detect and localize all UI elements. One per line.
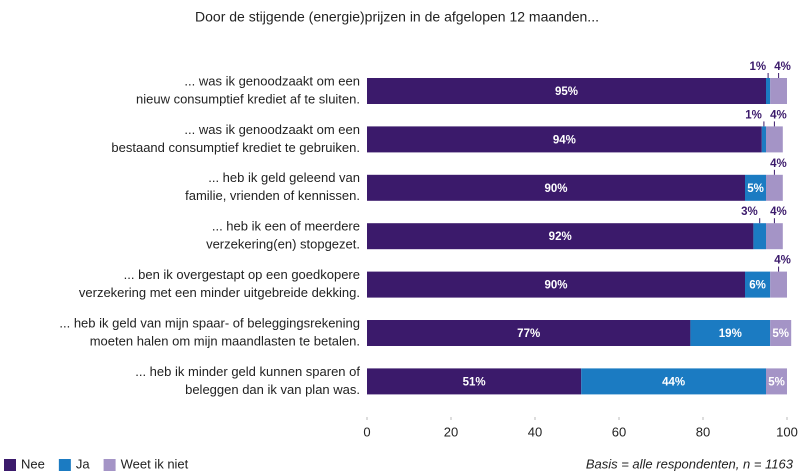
value-label: 77% [517,328,540,340]
bar-segment [766,368,787,395]
value-label: 5% [772,328,789,340]
value-label: 44% [662,376,685,388]
category-label: verzekering met een minder uitgebreide d… [79,285,360,300]
legend-label: Ja [76,456,91,471]
x-tick-label: 20 [444,424,458,439]
legend-label: Weet ik niet [121,456,189,471]
category-label: ... ben ik overgestapt op een goedkopere [124,267,360,282]
value-label: 4% [774,61,791,73]
bar-segment [367,223,754,250]
category-label: bestaand consumptief krediet te gebruike… [111,140,360,155]
value-label: 5% [768,376,785,388]
bar-segment [367,174,745,201]
category-label: verzekering(en) stopgezet. [206,237,360,252]
category-label: ... heb ik geld van mijn spaar- of beleg… [59,315,360,330]
value-label: 3% [741,206,758,218]
bar-segment [581,368,766,395]
x-tick-label: 100 [776,424,798,439]
bar-segment [690,320,771,346]
legend-swatch [103,459,116,471]
bar-segment [770,78,787,104]
bar-segment [770,271,787,298]
value-label: 90% [544,183,567,195]
bar-segment [367,271,745,298]
bar-segment [367,126,762,153]
category-label: ... heb ik een of meerdere [212,219,360,234]
value-label: 4% [770,158,787,170]
bar-segment [753,223,766,250]
x-tick-label: 0 [363,424,370,439]
bar-segment [766,174,783,201]
x-tick-label: 60 [612,424,626,439]
bar-segment [745,271,771,298]
bar-segment [761,126,766,153]
x-tick-label: 40 [528,424,542,439]
legend-label: Nee [21,456,45,471]
bar-segment [766,78,771,104]
category-label: ... heb ik minder geld kunnen sparen of [135,364,360,379]
category-label: nieuw consumptief krediet af te sluiten. [136,91,360,106]
category-label: ... was ik genoodzaakt om een [184,122,360,137]
value-label: 4% [770,206,787,218]
legend-swatch [58,459,71,471]
value-label: 95% [555,86,578,98]
bar-segment [367,78,766,104]
category-label: ... was ik genoodzaakt om een [184,73,360,88]
category-label: familie, vrienden of kennissen. [185,188,360,203]
value-label: 5% [747,183,764,195]
value-label: 51% [463,376,486,388]
bar-segment [367,368,582,395]
chart-title: Door de stijgende (energie)prijzen in de… [195,9,599,25]
value-label: 1% [749,61,766,73]
x-tick-label: 80 [696,424,710,439]
category-label: moeten halen om mijn maandlasten te beta… [90,333,360,348]
value-label: 90% [544,280,567,292]
bar-segment [766,223,783,250]
value-label: 19% [719,328,742,340]
value-label: 4% [770,109,787,121]
bar-segment [770,320,792,346]
legend-swatch [4,459,16,471]
value-label: 94% [553,134,576,146]
category-label: ... heb ik geld geleend van [208,170,360,185]
bar-segment [766,126,783,153]
value-label: 1% [745,109,762,121]
category-label: beleggen dan ik van plan was. [185,382,360,397]
note: Basis = alle respondenten, n = 1163 [586,456,794,471]
bar-segment [367,320,691,346]
value-label: 4% [774,255,791,267]
value-label: 92% [549,231,572,243]
value-label: 6% [749,280,766,292]
bar-segment [745,174,766,201]
